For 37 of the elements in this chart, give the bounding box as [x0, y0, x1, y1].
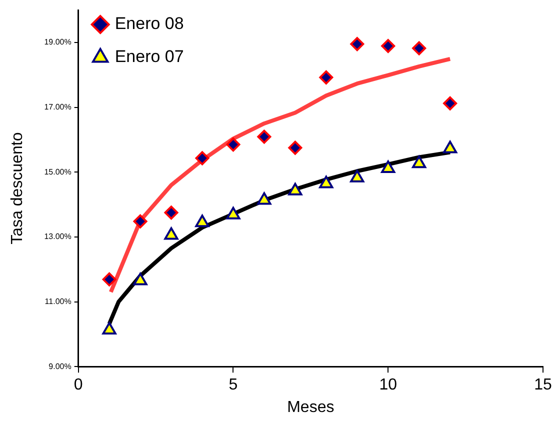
x-tick-label: 10 [379, 376, 398, 394]
point [257, 130, 272, 144]
y-tick-label: 17.00% [44, 102, 72, 112]
legend-label: Enero 08 [114, 14, 184, 34]
legend-label: Enero 07 [114, 47, 184, 66]
y-tick-label: 15.00% [44, 167, 72, 176]
point [164, 206, 178, 220]
y-tick-label: 19.00% [44, 38, 72, 47]
point [288, 140, 302, 155]
x-tick-label: 5 [228, 376, 238, 394]
point [164, 227, 178, 240]
point [443, 140, 458, 154]
x-tick-label: 0 [74, 376, 83, 394]
point [133, 214, 148, 228]
point [257, 192, 272, 205]
y-axis-title: Tasa descuento [9, 132, 26, 244]
point [226, 138, 240, 152]
y-tick-label: 13.00% [44, 232, 72, 242]
point [319, 176, 334, 188]
y-tick-label: 9.00% [48, 362, 72, 371]
point [102, 322, 116, 334]
x-tick-label: 15 [534, 376, 552, 394]
point [381, 160, 396, 174]
point [381, 38, 396, 53]
point [195, 151, 210, 166]
point [412, 41, 426, 56]
x-axis-title: Meses [287, 398, 334, 416]
point [226, 206, 240, 220]
point [443, 96, 458, 110]
point [288, 182, 302, 196]
point [350, 37, 364, 52]
point [319, 70, 334, 84]
y-tick-label: 11.00% [44, 296, 72, 306]
point [412, 156, 426, 168]
point [195, 214, 210, 228]
point [350, 170, 364, 182]
point [133, 272, 148, 286]
